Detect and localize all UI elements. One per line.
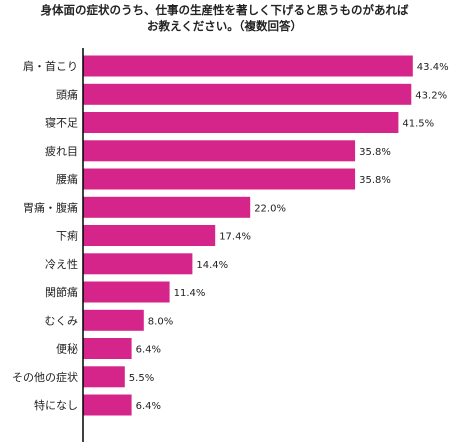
value-label-2: 43.2% [415, 90, 447, 101]
bar-2 [83, 83, 412, 105]
value-label-11: 6.4% [136, 345, 161, 356]
value-label-5: 35.8% [359, 175, 391, 186]
category-label-5: 腰痛 [56, 172, 78, 186]
category-label-7: 下痢 [56, 229, 78, 243]
category-label-13: 特になし [34, 398, 78, 412]
bar-8 [83, 253, 193, 275]
value-label-8: 14.4% [196, 260, 228, 271]
category-label-3: 寝不足 [45, 116, 78, 130]
value-label-3: 41.5% [402, 119, 434, 130]
bar-4 [83, 140, 356, 162]
value-label-4: 35.8% [359, 147, 391, 158]
category-label-1: 肩・首こり [23, 59, 78, 73]
value-label-10: 8.0% [148, 316, 173, 327]
bar-13 [83, 394, 132, 416]
value-label-13: 6.4% [136, 401, 161, 412]
chart-title: 身体面の症状のうち、仕事の生産性を著しく下げると思うものがあれば お教えください… [0, 2, 449, 34]
value-label-12: 5.5% [129, 373, 154, 384]
category-label-8: 冷え性 [45, 257, 78, 271]
category-label-12: その他の症状 [12, 370, 78, 384]
category-label-2: 頭痛 [56, 87, 78, 101]
bar-11 [83, 338, 132, 359]
bar-5 [83, 168, 356, 190]
category-label-11: 便秘 [56, 342, 78, 356]
category-label-4: 疲れ目 [45, 144, 78, 158]
bar-9 [83, 281, 170, 303]
category-label-9: 関節痛 [45, 285, 78, 299]
category-label-6: 胃痛・腹痛 [23, 200, 78, 214]
chart-title-line-2: お教えください。（複数回答） [147, 19, 302, 33]
bar-3 [83, 112, 399, 133]
bar-12 [83, 366, 125, 388]
bar-1 [83, 55, 413, 77]
category-label-10: むくみ [45, 314, 78, 327]
bar-6 [83, 196, 251, 218]
value-label-6: 22.0% [254, 203, 286, 214]
value-label-7: 17.4% [219, 232, 251, 243]
bar-7 [83, 225, 216, 246]
bar-10 [83, 309, 144, 331]
value-label-1: 43.4% [417, 62, 449, 73]
chart-title-line-1: 身体面の症状のうち、仕事の生産性を著しく下げると思うものがあれば [40, 3, 409, 17]
value-label-9: 11.4% [174, 288, 206, 299]
